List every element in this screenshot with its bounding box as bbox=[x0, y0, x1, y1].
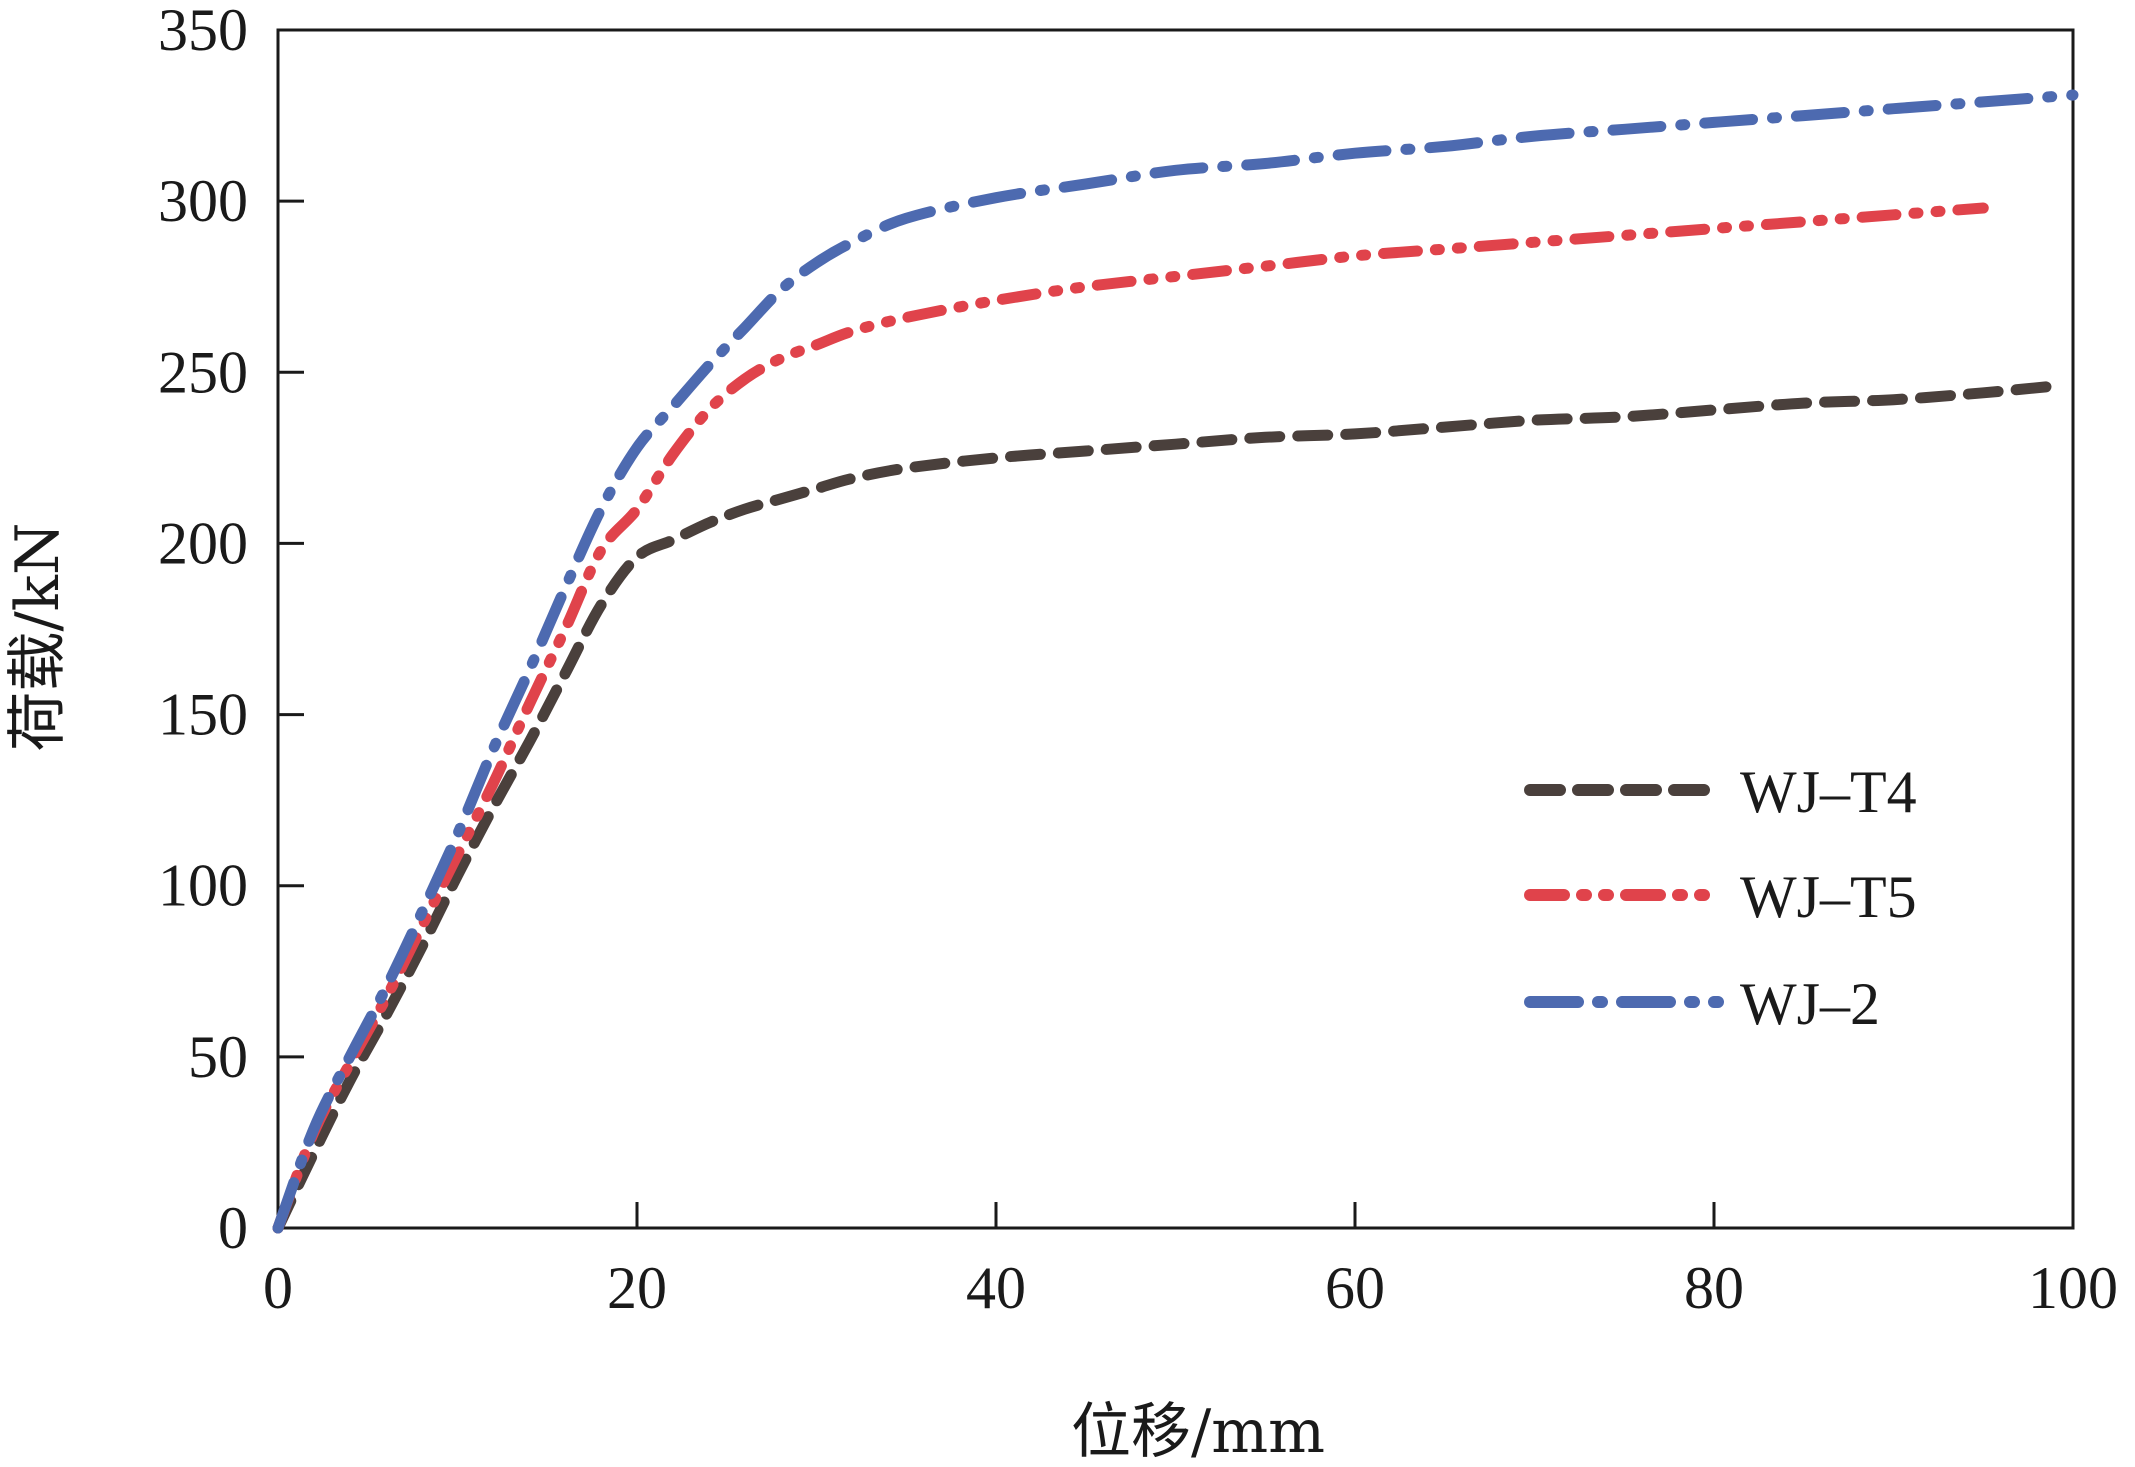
y-tick-label: 50 bbox=[188, 1024, 248, 1090]
legend-label-2: WJ–T5 bbox=[1740, 864, 1917, 930]
x-tick-label: 100 bbox=[2028, 1255, 2118, 1321]
y-axis-title: 荷载/kN bbox=[3, 522, 73, 751]
y-tick-label: 300 bbox=[158, 168, 248, 234]
series-line-1 bbox=[272, 380, 2061, 1234]
x-tick-label: 20 bbox=[607, 1255, 667, 1321]
legend-label-3: WJ–2 bbox=[1740, 971, 1880, 1037]
legend: WJ–T4 WJ–T5 WJ–2 bbox=[1524, 759, 1917, 1037]
y-tick-label: 250 bbox=[158, 339, 248, 405]
x-tick-label: 60 bbox=[1325, 1255, 1385, 1321]
y-tick-label: 0 bbox=[218, 1195, 248, 1261]
x-axis-ticks: 0 20 40 60 80 100 bbox=[263, 1202, 2118, 1321]
legend-label-1: WJ–T4 bbox=[1740, 759, 1917, 825]
y-tick-label: 150 bbox=[158, 682, 248, 748]
plot-border bbox=[276, 28, 2075, 1230]
y-tick-label: 200 bbox=[158, 510, 248, 576]
series-layer bbox=[272, 89, 2079, 1234]
series-line-3 bbox=[272, 89, 2079, 1234]
y-axis-ticks: 0 50 100 150 200 250 300 350 bbox=[158, 0, 304, 1261]
y-tick-label: 100 bbox=[158, 853, 248, 919]
x-tick-label: 80 bbox=[1684, 1255, 1744, 1321]
plot-area bbox=[276, 28, 2075, 1230]
y-tick-label: 350 bbox=[158, 0, 248, 63]
x-axis-title: 位移/mm bbox=[1071, 1397, 1325, 1467]
x-tick-label: 0 bbox=[263, 1255, 293, 1321]
series-line-2 bbox=[272, 202, 1989, 1234]
x-tick-label: 40 bbox=[966, 1255, 1026, 1321]
